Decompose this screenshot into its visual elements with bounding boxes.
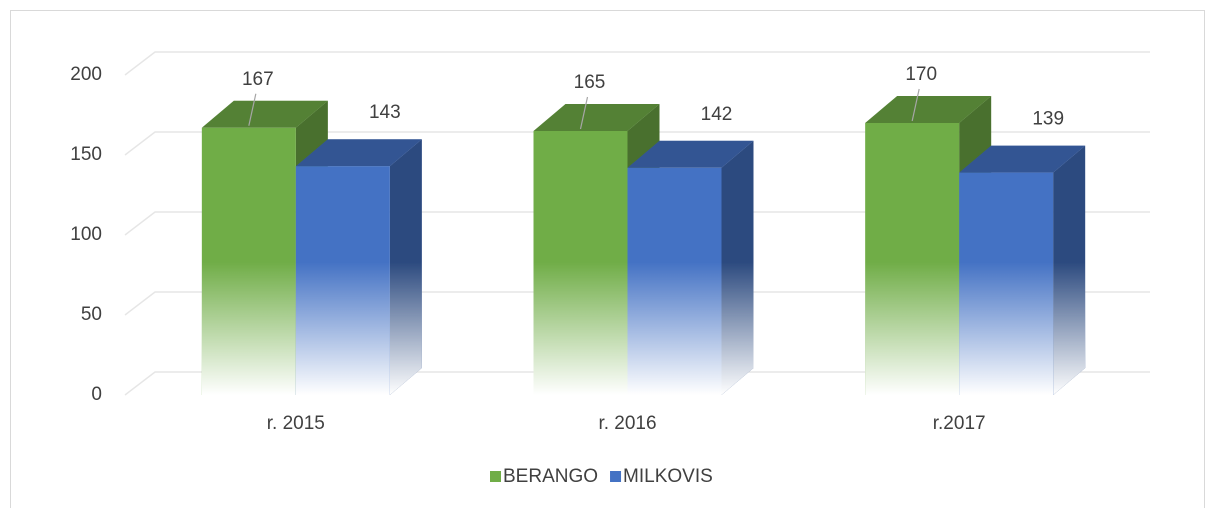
bar-top-shade <box>627 140 754 168</box>
bar-top <box>295 139 422 167</box>
data-label: 165 <box>574 72 606 93</box>
x-tick-label: r.2017 <box>933 413 986 434</box>
legend-label: MILKOVIS <box>623 466 713 487</box>
bar-top <box>201 100 328 128</box>
data-label: 142 <box>701 104 733 125</box>
legend-label: BERANGO <box>503 466 598 487</box>
bar-top-shade <box>201 100 328 128</box>
bar-front-fade <box>865 123 960 395</box>
bar-top <box>533 104 660 131</box>
bar-top-shade <box>865 96 992 123</box>
legend-swatch <box>490 471 501 482</box>
leader-line <box>248 93 257 126</box>
bar-top-shade <box>295 139 422 167</box>
y-tick-label: 150 <box>70 144 102 165</box>
grid-line <box>124 211 1150 236</box>
bar-front-fade <box>627 167 722 395</box>
x-tick-label: r. 2016 <box>598 413 656 434</box>
bar <box>295 139 422 395</box>
bar-side-fade <box>721 140 754 395</box>
bar-front-fade <box>533 131 628 395</box>
leader-line <box>911 88 920 122</box>
bar-side-fade <box>1053 145 1086 395</box>
bar-side-fade <box>389 139 422 395</box>
bar <box>627 140 754 395</box>
legend-swatch <box>610 471 622 482</box>
bar-top <box>865 96 992 123</box>
bar-front-fade <box>959 172 1054 395</box>
y-tick-label: 100 <box>70 224 102 245</box>
grid-line <box>124 131 1150 156</box>
bar-front-fade <box>201 127 296 396</box>
data-label: 170 <box>905 64 937 85</box>
leader-line <box>579 96 589 130</box>
grid-line <box>124 371 1150 396</box>
y-tick-label: 0 <box>91 384 102 405</box>
grid-line <box>124 51 1150 76</box>
grid-line <box>124 291 1150 316</box>
x-tick-label: r. 2015 <box>267 413 325 434</box>
bar <box>959 145 1086 395</box>
chart-border <box>10 10 1205 508</box>
y-tick-label: 50 <box>81 304 102 325</box>
y-tick-label: 200 <box>70 64 102 85</box>
bar-top <box>627 140 754 168</box>
data-label: 143 <box>369 102 401 123</box>
data-label: 167 <box>242 69 274 90</box>
data-label: 139 <box>1032 109 1064 130</box>
bar-top <box>959 145 1086 173</box>
bar-front-fade <box>295 166 390 395</box>
bar-top-shade <box>959 145 1086 173</box>
bar-top-shade <box>533 104 660 131</box>
